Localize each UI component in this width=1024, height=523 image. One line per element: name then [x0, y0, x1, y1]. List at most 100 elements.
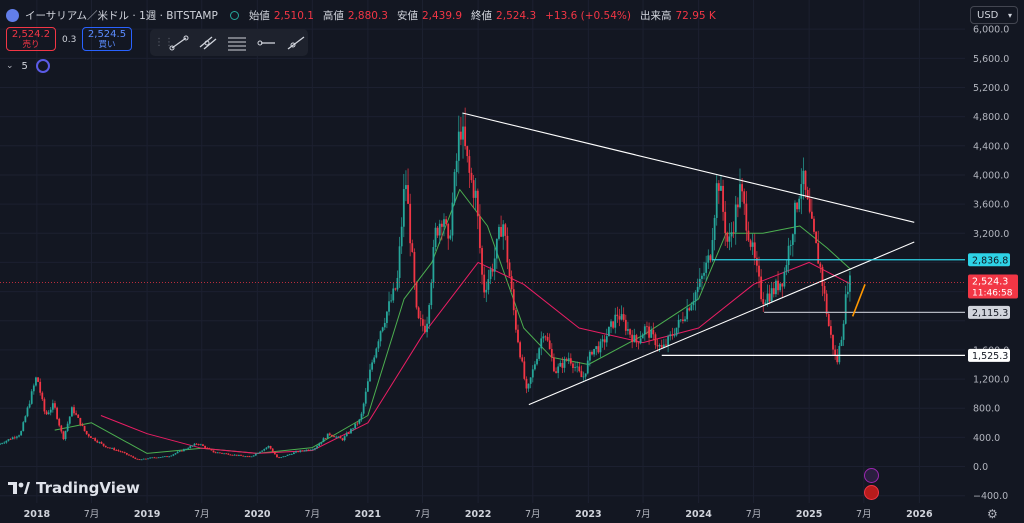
candle-body: [447, 224, 450, 239]
price-tick-label: 5,200.0: [973, 83, 1009, 94]
price-tick-label: 4,000.0: [973, 170, 1009, 181]
symbol-title[interactable]: イーサリアム／米ドル · 1週 · BITSTAMP: [25, 10, 218, 22]
drag-handle-icon[interactable]: ⋮⋮: [154, 36, 174, 48]
tradingview-logo-icon: [8, 482, 30, 494]
candle-body: [798, 198, 801, 210]
candle-body: [58, 418, 61, 426]
indicator-toggle[interactable]: ⌄ 5: [6, 59, 50, 73]
parallel-channel-tool-icon[interactable]: [195, 32, 220, 54]
candle-body: [694, 292, 697, 302]
candle-body: [827, 314, 830, 327]
candle-body: [168, 456, 171, 458]
trendline-tool-icon[interactable]: [166, 32, 191, 54]
candle-body: [341, 438, 344, 441]
price-tick-label: −400.0: [973, 491, 1008, 502]
time-tick-label: 2018: [24, 509, 51, 520]
event-bolt-icon[interactable]: [864, 468, 879, 483]
candle-body: [339, 436, 342, 439]
resistance-trendline[interactable]: [462, 112, 915, 223]
candle-body: [388, 301, 390, 312]
candle-body: [183, 449, 185, 451]
chevron-down-icon[interactable]: ⌄: [6, 61, 14, 71]
candle-body: [491, 269, 494, 272]
candle-body: [405, 185, 407, 190]
ray-tool-icon[interactable]: [283, 32, 308, 54]
buy-button[interactable]: 2,524.5 買い: [82, 27, 132, 51]
candle-body: [383, 322, 386, 328]
candle-body: [538, 348, 541, 359]
candle-body: [312, 449, 314, 451]
candle-body: [711, 239, 714, 261]
tradingview-logo[interactable]: TradingView: [8, 479, 140, 497]
candle-body: [248, 456, 251, 458]
candle-body: [576, 366, 579, 368]
gear-icon[interactable]: ⚙: [987, 507, 998, 521]
candle-body: [479, 216, 481, 249]
high-value: 2,880.3: [347, 9, 388, 22]
candle-body: [3, 442, 6, 444]
candle-body: [360, 413, 363, 420]
candle-body: [47, 412, 50, 415]
candle-body: [377, 341, 380, 349]
candle-body: [791, 234, 794, 245]
candle-body: [390, 300, 393, 302]
change-value: +13.6 (+0.54%): [545, 9, 631, 22]
sell-button[interactable]: 2,524.2 売り: [6, 27, 56, 51]
candle-body: [26, 407, 29, 417]
candle-body: [603, 339, 606, 343]
candle-body: [347, 433, 350, 435]
candle-body: [426, 323, 428, 333]
us-flag-event-icon[interactable]: [864, 485, 879, 500]
price-axis[interactable]: 6,000.0 5,600.0 5,200.0 4,800.0 4,400.0 4,000…: [965, 0, 1024, 523]
indicator-swirl-icon[interactable]: [35, 59, 50, 73]
currency-select[interactable]: USD ▾: [970, 6, 1018, 24]
candle-body: [500, 226, 502, 237]
moving-average-long: [100, 261, 852, 454]
candle-body: [553, 357, 555, 372]
candle-body: [455, 160, 458, 173]
candle-body: [775, 280, 777, 295]
time-tick-label: 2022: [465, 509, 491, 520]
time-axis[interactable]: 2018 7月 2019 7月 2020 7月 2021 7月 2022 7月 2023 7月 2024…: [0, 503, 1024, 523]
candle-body: [299, 450, 302, 452]
candle-body: [631, 334, 634, 343]
market-status-icon[interactable]: [229, 11, 239, 20]
drawing-layer[interactable]: [0, 112, 965, 406]
candle-body: [785, 264, 788, 272]
candle-body: [688, 308, 691, 311]
horizontal-ray-tool-icon[interactable]: [254, 32, 279, 54]
fib-retracement-tool-icon[interactable]: [224, 32, 249, 54]
candle-body: [187, 448, 190, 449]
candle-body: [751, 242, 754, 247]
price-tick-label: 5,600.0: [973, 54, 1009, 65]
candle-body: [808, 198, 811, 212]
candle-body: [823, 286, 826, 294]
candle-body: [41, 392, 44, 400]
candle-body: [335, 436, 338, 438]
candle-body: [250, 456, 253, 458]
chevron-down-icon: ▾: [1007, 11, 1012, 20]
candle-body: [523, 361, 526, 379]
arrow-drawing[interactable]: [851, 284, 866, 317]
candle-body: [758, 265, 760, 277]
candle-body: [766, 293, 769, 303]
candle-body: [690, 305, 693, 311]
candle-body: [259, 451, 261, 454]
candle-body: [7, 439, 10, 441]
candle-body: [261, 450, 264, 452]
candle-body: [176, 451, 179, 454]
candle-body: [779, 283, 782, 291]
candle-body: [658, 345, 661, 347]
candle-body: [739, 184, 741, 208]
support-trendline[interactable]: [528, 241, 915, 406]
candle-body: [770, 288, 773, 302]
currency-value: USD: [977, 10, 999, 21]
candle-body: [846, 291, 849, 295]
candle-body: [781, 283, 784, 287]
candle-body: [138, 459, 141, 461]
candle-body: [559, 362, 562, 367]
candle-body: [66, 423, 69, 431]
candle-body: [747, 230, 750, 241]
